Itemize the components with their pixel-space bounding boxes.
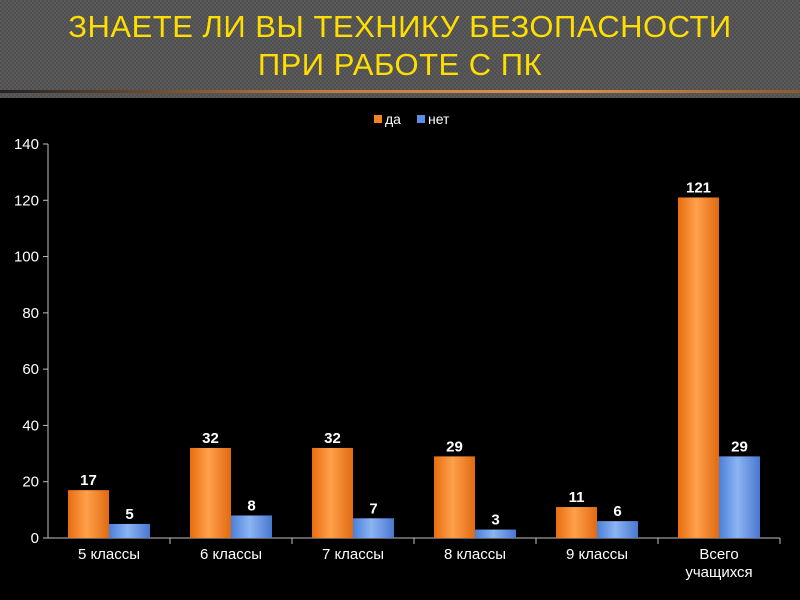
bar-net: [109, 523, 150, 538]
y-tick-label: 120: [14, 192, 39, 209]
title-banner: ЗНАЕТЕ ЛИ ВЫ ТЕХНИКУ БЕЗОПАСНОСТИ ПРИ РА…: [0, 0, 800, 98]
bar-net: [353, 518, 394, 538]
x-tick-label: 6 классы: [200, 546, 262, 563]
data-label: 8: [247, 497, 255, 514]
chart-axes: 0 20 40 60 80 100 120 140 5 классы 6 классы 7 клас…: [14, 136, 781, 581]
bar-da: [434, 456, 475, 538]
legend-label: нет: [428, 111, 450, 127]
bar-net: [597, 521, 638, 538]
title-divider: [0, 90, 800, 93]
bar-net: [475, 529, 516, 538]
bar-chart: да нет 0 20 40 60 80 100 120 140 5 классы 6 классы…: [14, 111, 781, 581]
data-label: 32: [202, 430, 219, 447]
y-tick-label: 80: [22, 305, 39, 322]
y-tick-label: 0: [31, 530, 39, 547]
bar-da: [190, 447, 231, 538]
bar-da: [556, 507, 597, 538]
data-label: 17: [80, 472, 97, 489]
data-label: 29: [731, 438, 748, 455]
bar-net: [719, 456, 760, 538]
page-title: ЗНАЕТЕ ЛИ ВЫ ТЕХНИКУ БЕЗОПАСНОСТИ ПРИ РА…: [68, 9, 732, 82]
data-label: 7: [369, 500, 377, 517]
x-tick-label: 5 классы: [78, 546, 140, 563]
x-tick-label: 8 классы: [444, 546, 506, 563]
chart-legend: да нет: [374, 111, 450, 127]
bar-net: [231, 515, 272, 538]
bar-da: [678, 197, 719, 538]
y-tick-label: 40: [22, 417, 39, 434]
bar-da: [312, 447, 353, 538]
data-label: 3: [491, 512, 499, 529]
legend-swatch: [374, 115, 382, 123]
chart-bars: [68, 197, 760, 538]
x-tick-label: Всего учащихся: [685, 546, 752, 581]
y-tick-label: 100: [14, 249, 39, 266]
legend-swatch: [417, 115, 425, 123]
x-tick-label: 7 классы: [322, 546, 384, 563]
data-label: 6: [613, 503, 621, 520]
bar-da: [68, 490, 109, 538]
x-tick-label: 9 классы: [566, 546, 628, 563]
y-tick-label: 140: [14, 136, 39, 153]
data-label: 29: [446, 438, 463, 455]
y-tick-label: 20: [22, 474, 39, 491]
data-label: 121: [686, 179, 711, 196]
data-label: 11: [569, 489, 585, 506]
chart-labels: 17 5 32 8 32 7 29 3 11 6 121 29: [80, 179, 748, 528]
data-label: 5: [125, 506, 133, 523]
data-label: 32: [324, 430, 341, 447]
y-tick-label: 60: [22, 361, 39, 378]
legend-label: да: [385, 111, 401, 127]
